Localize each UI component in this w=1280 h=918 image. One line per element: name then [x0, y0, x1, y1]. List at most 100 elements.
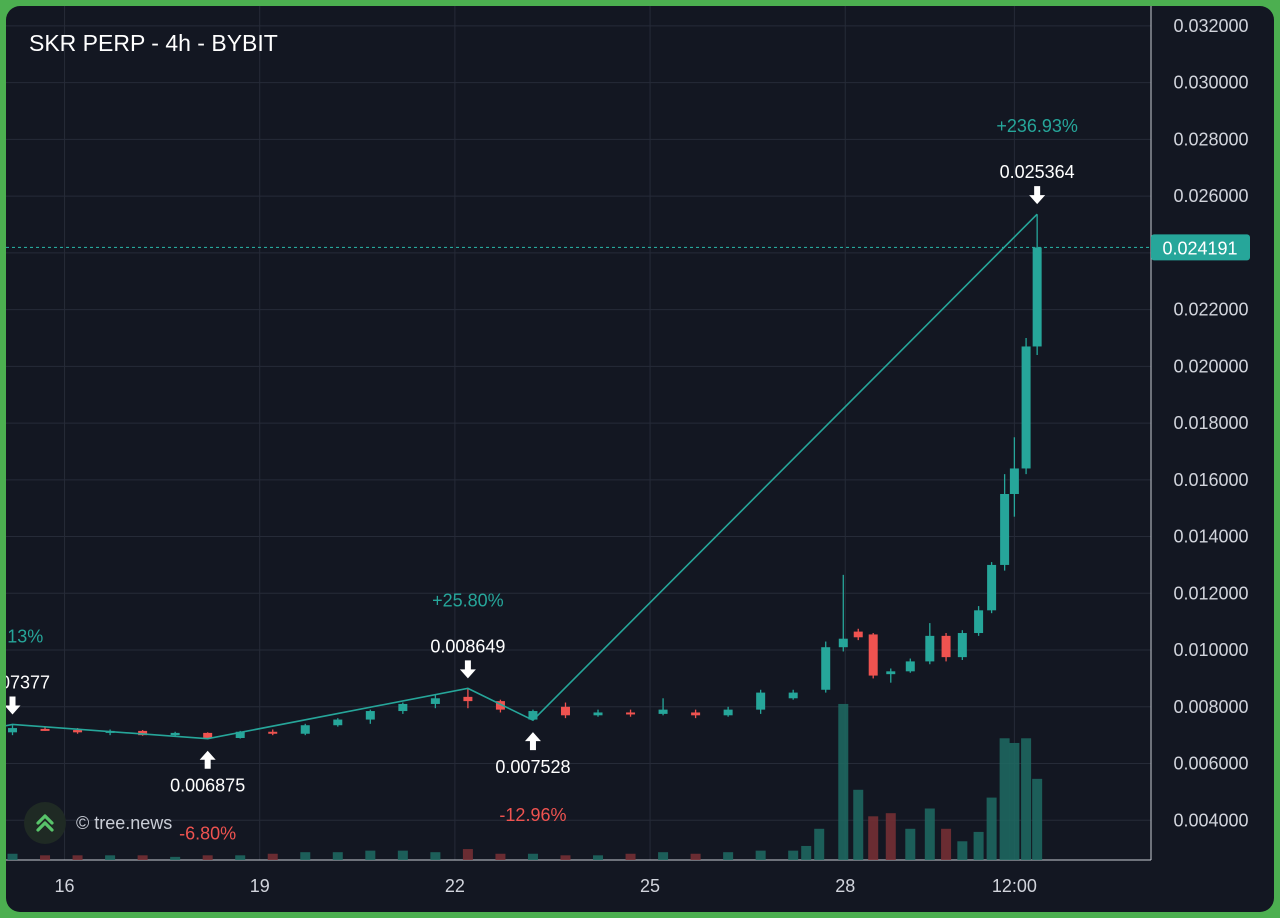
volume-bar	[999, 738, 1010, 860]
candle-body	[1032, 247, 1042, 347]
volume-bar	[924, 808, 935, 860]
y-tick-label: 0.008000	[1173, 697, 1248, 717]
candle-body	[333, 719, 343, 726]
pivot-high-arrow-icon	[1029, 186, 1046, 205]
volume-bar	[838, 703, 849, 860]
pivot-price-label: 0.006875	[170, 776, 245, 796]
candle-body	[838, 638, 848, 648]
volume-bar	[72, 855, 83, 860]
pivot-price-label: 0.007528	[495, 757, 570, 777]
volume-bar	[723, 852, 734, 860]
x-tick-label: 16	[55, 876, 75, 896]
volume-bar	[593, 855, 604, 860]
pivot-change-label: +236.93%	[996, 116, 1078, 136]
candle-body	[8, 728, 18, 733]
y-tick-label: 0.010000	[1173, 640, 1248, 660]
pivot-price-label: 0.025364	[1000, 162, 1075, 182]
chart-frame: 0.0320000.0300000.0280000.0260000.024000…	[6, 6, 1274, 912]
pivot-price-label: 0.007377	[6, 672, 50, 692]
volume-bar	[397, 850, 408, 860]
volume-bar	[905, 828, 916, 860]
candle-body	[925, 635, 935, 662]
volume-bar	[986, 797, 997, 860]
pivot-price-label: 0.008649	[430, 636, 505, 656]
candle-body	[658, 709, 668, 714]
candle-body	[691, 712, 701, 716]
volume-bar	[973, 831, 984, 860]
y-tick-label: 0.006000	[1173, 754, 1248, 774]
volume-bar	[365, 850, 376, 860]
pivot-change-label: +25.80%	[432, 590, 504, 610]
y-tick-label: 0.018000	[1173, 413, 1248, 433]
volume-bar	[560, 855, 571, 860]
volume-bar	[332, 852, 343, 860]
y-tick-label: 0.022000	[1173, 300, 1248, 320]
zigzag-line	[6, 213, 1038, 740]
candle-body	[756, 692, 766, 710]
candle-body	[1021, 346, 1031, 469]
pivot-low-arrow-icon	[524, 732, 541, 751]
volume-bar	[40, 855, 51, 860]
candle-body	[170, 732, 180, 736]
candle-body	[430, 698, 440, 704]
candle-body	[463, 696, 473, 702]
candle-body	[788, 692, 798, 699]
volume-bar	[885, 813, 896, 860]
candle-body	[398, 703, 408, 712]
x-tick-label: 28	[835, 876, 855, 896]
candle-body	[941, 635, 951, 658]
candle-body	[138, 730, 148, 736]
candle-body	[853, 631, 863, 638]
watermark: © tree.news	[24, 802, 172, 844]
candle-body	[723, 709, 733, 716]
volume-bar	[202, 855, 213, 860]
pivot-change-label: +7.13%	[6, 626, 43, 646]
volume-bar	[1032, 778, 1043, 860]
volume-bar	[170, 856, 181, 860]
volume-bar	[755, 850, 766, 860]
candle-body	[957, 633, 967, 658]
y-tick-label: 0.012000	[1173, 583, 1248, 603]
candle-body	[235, 731, 245, 738]
candle-body	[203, 732, 213, 738]
candle-body	[974, 610, 984, 634]
volume-bar	[1021, 738, 1032, 860]
x-tick-label: 22	[445, 876, 465, 896]
volume-bar	[690, 853, 701, 860]
candle-body	[987, 564, 997, 611]
volume-bar	[462, 849, 473, 860]
volume-bar	[267, 853, 278, 860]
pivot-change-label: -12.96%	[499, 805, 566, 825]
candle-body	[40, 728, 50, 731]
price-chart[interactable]: 0.0320000.0300000.0280000.0260000.024000…	[6, 6, 1274, 912]
pivot-high-arrow-icon	[6, 696, 21, 715]
volume-bar	[788, 850, 799, 860]
y-tick-label: 0.016000	[1173, 470, 1248, 490]
volume-bar	[853, 789, 864, 860]
tree-news-logo-icon	[24, 802, 66, 844]
candle-body	[626, 712, 636, 715]
watermark-text: © tree.news	[76, 812, 173, 833]
volume-bar	[105, 855, 116, 860]
candle-body	[268, 731, 278, 734]
candle-body	[528, 711, 538, 720]
candle-body	[905, 661, 915, 672]
volume-bar	[658, 852, 669, 860]
volume-bar	[1009, 742, 1020, 860]
candle-body	[886, 671, 896, 675]
pivot-low-arrow-icon	[199, 750, 216, 769]
volume-bar	[7, 853, 18, 860]
candle-body	[1000, 494, 1010, 565]
volume-bar	[527, 853, 538, 860]
x-tick-label: 25	[640, 876, 660, 896]
y-tick-label: 0.030000	[1173, 73, 1248, 93]
candle-body	[560, 706, 570, 716]
volume-bar	[625, 853, 636, 860]
candle-body	[365, 711, 375, 720]
candle-body	[300, 725, 310, 734]
volume-bar	[235, 855, 246, 860]
candle-body	[821, 647, 831, 690]
candle-body	[593, 712, 603, 716]
pivot-high-arrow-icon	[459, 660, 476, 679]
volume-bar	[941, 828, 952, 860]
